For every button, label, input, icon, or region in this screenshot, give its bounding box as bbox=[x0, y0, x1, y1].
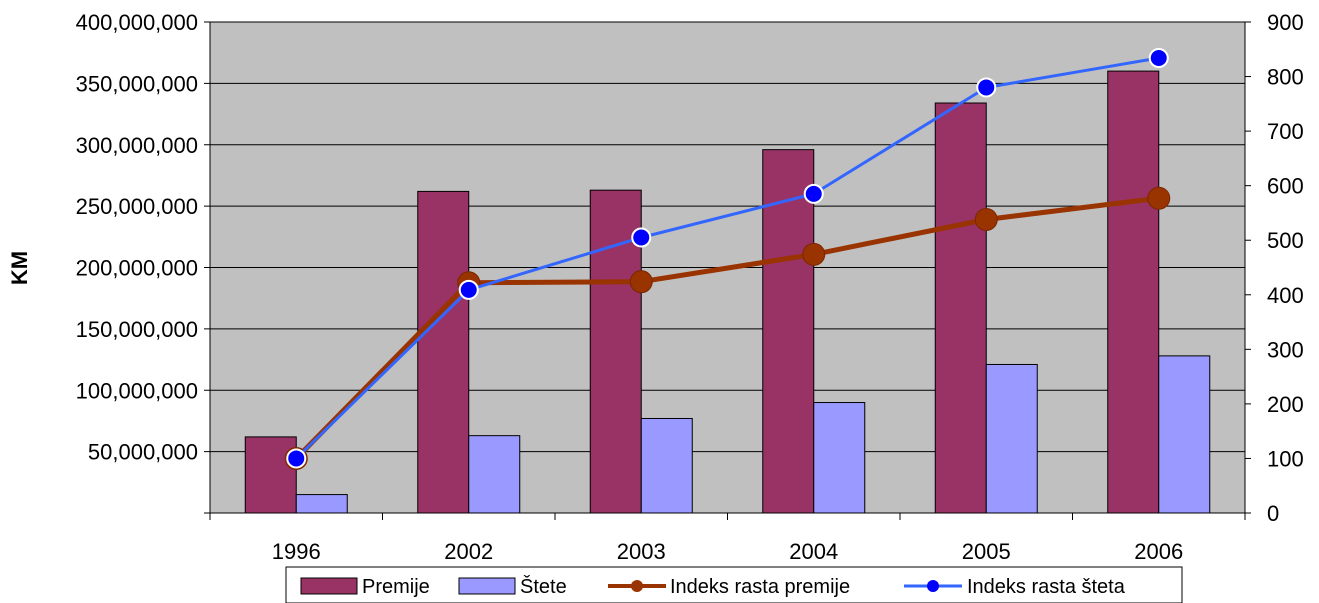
point-indeks-rasta-premije bbox=[1147, 186, 1171, 210]
x-tick-label: 2003 bbox=[617, 539, 666, 564]
legend-swatch-stete bbox=[458, 577, 516, 595]
y-tick-label: 100,000,000 bbox=[76, 378, 198, 403]
x-tick-label: 2006 bbox=[1134, 539, 1183, 564]
bar-premije bbox=[934, 102, 987, 514]
legend-marker-indeks-premije bbox=[631, 580, 643, 592]
y2-tick-label: 700 bbox=[1267, 119, 1304, 144]
bar-premije bbox=[417, 190, 470, 514]
y-tick-label: 250,000,000 bbox=[76, 194, 198, 219]
y2-tick-label: 500 bbox=[1267, 228, 1304, 253]
point-indeks-rasta-steta bbox=[286, 448, 307, 469]
legend-marker-indeks-stete bbox=[927, 580, 939, 592]
point-indeks-rasta-steta bbox=[631, 227, 652, 248]
line-series bbox=[284, 48, 1171, 470]
y2-tick-label: 200 bbox=[1267, 392, 1304, 417]
y2-tick-label: 900 bbox=[1267, 10, 1304, 35]
bar-stete bbox=[468, 435, 521, 514]
x-tick-labels: 1996 2002 2003 2004 2005 2006 bbox=[272, 539, 1183, 564]
gridlines bbox=[210, 21, 1245, 453]
y2-tick-label: 300 bbox=[1267, 337, 1304, 362]
y2-tick-label: 400 bbox=[1267, 283, 1304, 308]
legend-label-indeks-premije: Indeks rasta premije bbox=[670, 576, 850, 598]
y-axis-title: KM bbox=[7, 251, 32, 285]
y-tick-label: 150,000,000 bbox=[76, 317, 198, 342]
legend-label-indeks-stete: Indeks rasta šteta bbox=[967, 576, 1126, 598]
x-tick-label: 1996 bbox=[272, 539, 321, 564]
y-tick-label: 350,000,000 bbox=[76, 71, 198, 96]
y-tick-label: 200,000,000 bbox=[76, 256, 198, 281]
point-indeks-rasta-steta bbox=[803, 183, 824, 204]
bar-stete bbox=[813, 402, 866, 514]
line-indeks-rasta-steta bbox=[295, 56, 1160, 460]
bar-series bbox=[244, 70, 1211, 514]
y-tick-labels: 50,000,000 100,000,000 150,000,000 200,000,… bbox=[76, 10, 198, 465]
bar-stete bbox=[1158, 355, 1211, 514]
y-tick-label: 300,000,000 bbox=[76, 133, 198, 158]
legend-label-premije: Premije bbox=[362, 576, 430, 598]
legend: Premije Štete Indeks rasta premije Indek… bbox=[285, 566, 1183, 603]
x-tick-label: 2004 bbox=[789, 539, 838, 564]
point-indeks-rasta-premije bbox=[802, 242, 826, 266]
bar-stete bbox=[640, 417, 693, 514]
point-indeks-rasta-steta bbox=[458, 279, 479, 300]
y2-tick-label: 0 bbox=[1267, 501, 1279, 526]
x-tick-label: 2005 bbox=[962, 539, 1011, 564]
point-indeks-rasta-steta bbox=[976, 77, 997, 98]
y2-tick-label: 600 bbox=[1267, 174, 1304, 199]
y2-tick-labels: 0 100 200 300 400 500 600 700 800 900 bbox=[1267, 10, 1304, 526]
y-tick-label: 50,000,000 bbox=[88, 440, 198, 465]
point-indeks-rasta-premije bbox=[629, 270, 653, 294]
y2-tick-label: 100 bbox=[1267, 446, 1304, 471]
bar-premije bbox=[1107, 70, 1160, 514]
legend-label-stete: Štete bbox=[520, 575, 567, 598]
axis-ticks bbox=[204, 21, 1251, 520]
point-indeks-rasta-steta bbox=[1148, 48, 1169, 69]
bar-premije bbox=[589, 189, 642, 514]
bar-stete bbox=[295, 494, 348, 514]
bar-stete bbox=[985, 363, 1038, 514]
legend-box bbox=[285, 566, 1183, 603]
y-tick-label: 400,000,000 bbox=[76, 10, 198, 35]
bar-premije bbox=[762, 149, 815, 514]
bar-premije bbox=[244, 436, 297, 514]
line-indeks-rasta-premije bbox=[294, 195, 1160, 461]
legend-swatch-premije bbox=[300, 577, 358, 595]
y2-tick-label: 800 bbox=[1267, 65, 1304, 90]
x-tick-label: 2002 bbox=[444, 539, 493, 564]
point-indeks-rasta-premije bbox=[974, 207, 998, 231]
